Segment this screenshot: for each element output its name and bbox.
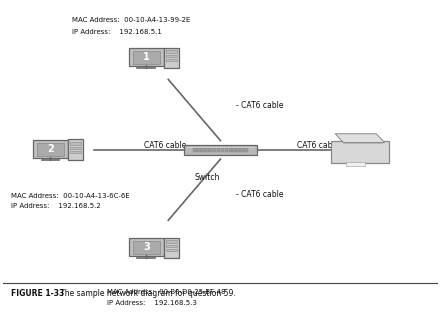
Polygon shape	[346, 162, 365, 166]
FancyBboxPatch shape	[220, 148, 224, 152]
FancyBboxPatch shape	[166, 249, 177, 251]
FancyBboxPatch shape	[228, 148, 232, 152]
FancyBboxPatch shape	[205, 148, 209, 152]
Text: MAC Address:  00-B0-D0-25-BF-48: MAC Address: 00-B0-D0-25-BF-48	[107, 289, 226, 295]
Text: CAT6 cable: CAT6 cable	[144, 141, 187, 150]
Text: CAT6 cable: CAT6 cable	[297, 141, 339, 150]
FancyBboxPatch shape	[197, 148, 201, 152]
FancyBboxPatch shape	[240, 148, 244, 152]
Text: 3: 3	[143, 242, 149, 252]
Text: - CAT6 cable: - CAT6 cable	[236, 101, 283, 110]
FancyBboxPatch shape	[164, 237, 179, 258]
Text: FIGURE 1-33: FIGURE 1-33	[11, 289, 65, 298]
Text: - CAT6 cable: - CAT6 cable	[236, 190, 283, 199]
FancyBboxPatch shape	[166, 245, 177, 247]
FancyBboxPatch shape	[70, 147, 81, 149]
FancyBboxPatch shape	[133, 51, 160, 64]
Text: MAC Address:  00-10-A4-13-99-2E: MAC Address: 00-10-A4-13-99-2E	[72, 17, 191, 23]
FancyBboxPatch shape	[331, 141, 389, 163]
FancyBboxPatch shape	[166, 55, 177, 57]
FancyBboxPatch shape	[213, 148, 217, 152]
Text: MAC Address:  00-10-A4-13-6C-6E: MAC Address: 00-10-A4-13-6C-6E	[11, 193, 130, 199]
FancyBboxPatch shape	[193, 148, 197, 152]
FancyBboxPatch shape	[166, 51, 177, 53]
Text: 2: 2	[47, 144, 54, 154]
Text: Switch: Switch	[195, 173, 220, 182]
FancyBboxPatch shape	[232, 148, 236, 152]
Text: The sample network diagram for question 59.: The sample network diagram for question …	[53, 289, 235, 298]
FancyBboxPatch shape	[133, 241, 160, 254]
FancyBboxPatch shape	[33, 140, 68, 158]
FancyBboxPatch shape	[184, 144, 257, 155]
FancyBboxPatch shape	[37, 143, 64, 156]
FancyBboxPatch shape	[209, 148, 213, 152]
FancyBboxPatch shape	[217, 148, 220, 152]
Text: IP Address:    192.168.5.3: IP Address: 192.168.5.3	[107, 300, 197, 306]
FancyBboxPatch shape	[166, 241, 177, 243]
FancyBboxPatch shape	[236, 148, 240, 152]
FancyBboxPatch shape	[224, 148, 228, 152]
FancyBboxPatch shape	[201, 148, 205, 152]
Text: IP Address:    192.168.5.1: IP Address: 192.168.5.1	[72, 29, 162, 35]
FancyBboxPatch shape	[244, 148, 248, 152]
FancyBboxPatch shape	[68, 139, 83, 160]
Polygon shape	[335, 134, 385, 143]
FancyBboxPatch shape	[164, 47, 179, 68]
FancyBboxPatch shape	[70, 142, 81, 145]
FancyBboxPatch shape	[128, 238, 164, 256]
FancyBboxPatch shape	[70, 151, 81, 153]
Text: IP Address:    192.168.5.2: IP Address: 192.168.5.2	[11, 203, 101, 209]
Text: 1: 1	[143, 52, 149, 62]
FancyBboxPatch shape	[166, 59, 177, 61]
FancyBboxPatch shape	[128, 48, 164, 66]
